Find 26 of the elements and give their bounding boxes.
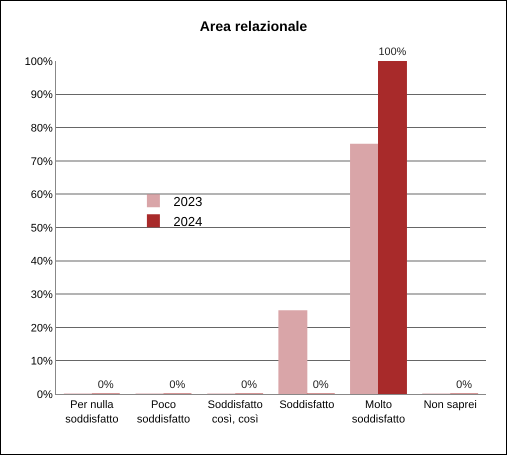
y-tick-label: 80% (30, 122, 54, 134)
y-tick-label: 90% (30, 89, 54, 102)
y-tick-label: 20% (30, 322, 54, 334)
x-tick-label: Per nulla soddisfatto (65, 399, 118, 426)
x-tick-label: Non saprei (424, 399, 477, 412)
y-tick-label: 40% (30, 256, 54, 268)
legend-label: 2024 (173, 214, 202, 229)
x-tick-label: Poco soddisfatto (136, 399, 190, 426)
y-tick-label: 10% (30, 356, 54, 368)
x-tick-label: Soddisfatto così, così (208, 399, 263, 426)
y-tick-label: 30% (30, 288, 54, 301)
x-tick-label: Soddisfatto (279, 399, 334, 412)
data-label: 0% (169, 379, 186, 391)
y-tick-label: 70% (30, 156, 54, 168)
chart-title: Area relazionale (200, 18, 308, 34)
x-tick-label: Molto soddisfatto (352, 399, 406, 426)
data-label: 0% (98, 379, 114, 391)
y-tick-label: 50% (30, 222, 54, 234)
y-tick-label: 100% (24, 56, 54, 68)
data-label: 0% (241, 379, 258, 391)
data-label: 0% (456, 379, 472, 391)
y-tick-label: 60% (30, 189, 54, 202)
data-label: 100% (378, 46, 407, 58)
data-label: 0% (312, 379, 329, 391)
legend-label: 2023 (173, 194, 202, 209)
y-tick-label: 0% (36, 388, 54, 401)
